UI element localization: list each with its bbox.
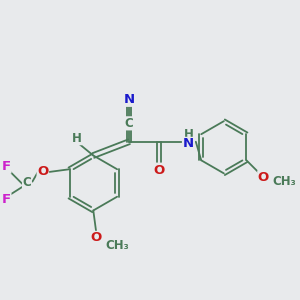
Text: H: H: [72, 132, 82, 145]
Text: C: C: [22, 176, 31, 190]
Text: O: O: [154, 164, 165, 177]
Text: CH₃: CH₃: [273, 175, 296, 188]
Text: F: F: [2, 160, 11, 173]
Text: F: F: [2, 193, 11, 206]
Text: N: N: [183, 137, 194, 151]
Text: C: C: [124, 117, 133, 130]
Text: H: H: [184, 128, 194, 141]
Text: N: N: [124, 93, 135, 106]
Text: O: O: [90, 231, 102, 244]
Text: CH₃: CH₃: [106, 239, 129, 252]
Text: O: O: [258, 171, 269, 184]
Text: O: O: [37, 166, 49, 178]
